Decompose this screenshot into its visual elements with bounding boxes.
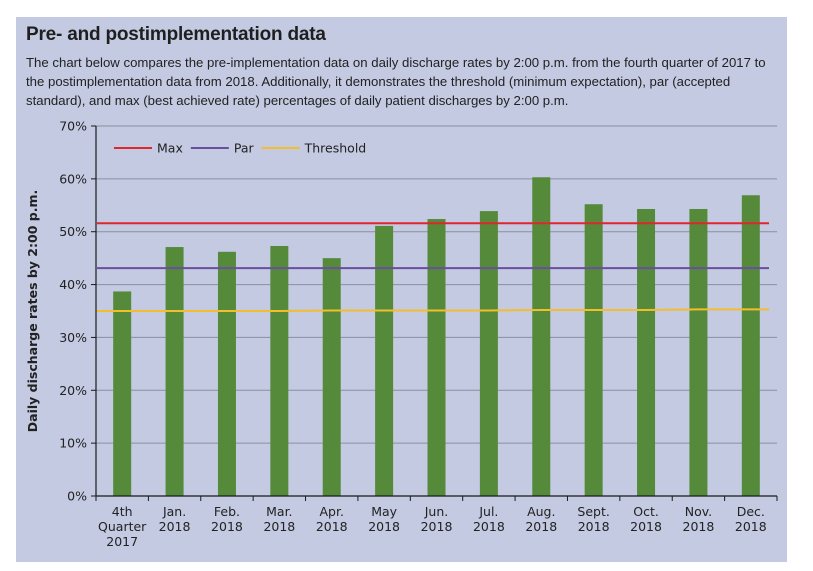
x-tick-label: Jan. [162, 504, 186, 519]
x-tick-label: 2018 [368, 519, 400, 534]
chart-description: The chart below compares the pre-impleme… [26, 55, 766, 108]
x-tick-label: 2018 [735, 519, 767, 534]
x-tick-label: 2018 [316, 519, 348, 534]
y-axis-label: Daily discharge rates by 2:00 p.m. [25, 190, 40, 432]
bar [479, 211, 498, 496]
x-tick-label: Jul. [478, 504, 498, 519]
x-tick-label: 2018 [525, 519, 557, 534]
x-tick-label: 2018 [421, 519, 453, 534]
bar [113, 291, 132, 496]
y-tick-label: 40% [59, 277, 87, 292]
bar [637, 208, 656, 496]
x-tick-label: 4th [112, 504, 133, 519]
y-tick-label: 70% [59, 119, 87, 134]
x-tick-label: Quarter [98, 519, 147, 534]
y-tick-label: 0% [67, 489, 87, 504]
bar [427, 219, 446, 496]
x-tick-label: 2017 [106, 534, 138, 549]
x-tick-label: Aug. [527, 504, 555, 519]
legend-label: Par [234, 141, 255, 156]
bar [270, 245, 289, 496]
bar [584, 204, 603, 496]
x-tick-label: 2018 [211, 519, 243, 534]
x-tick-label: Sept. [577, 504, 609, 519]
chart-title: Pre- and postimplementation data [26, 24, 326, 45]
bar [322, 258, 341, 496]
bar [165, 247, 184, 496]
x-tick-label: 2018 [263, 519, 295, 534]
legend-label: Threshold [304, 141, 367, 156]
bar [217, 251, 236, 496]
x-tick-label: Apr. [320, 504, 344, 519]
x-tick-label: 2018 [630, 519, 662, 534]
legend: Max Par Threshold [114, 141, 366, 156]
x-tick-label: 2018 [683, 519, 715, 534]
x-tick-label: Dec. [737, 504, 765, 519]
y-tick-label: 60% [59, 171, 87, 186]
x-tick-label: 2018 [473, 519, 505, 534]
x-tick-label: Jun. [424, 504, 449, 519]
x-tick-labels: 4thQuarter2017Jan.2018Feb.2018Mar.2018Ap… [98, 504, 767, 549]
legend-label: Max [157, 141, 183, 156]
x-tick-label: Oct. [633, 504, 659, 519]
chart-panel: Pre- and postimplementation data The cha… [16, 17, 787, 562]
bars [113, 177, 760, 496]
y-tick-label: 10% [59, 436, 87, 451]
bar [375, 225, 394, 496]
x-tick-label: 2018 [578, 519, 610, 534]
axes [91, 125, 778, 501]
y-tick-labels: 0% 10% 20% 30% 40% 50% 60% 70% [59, 119, 87, 504]
y-tick-label: 30% [59, 330, 87, 345]
bar [741, 195, 760, 496]
bar [689, 208, 708, 496]
x-tick-label: May [371, 504, 397, 519]
bar [532, 177, 551, 496]
threshold-line [97, 308, 769, 312]
y-tick-label: 50% [59, 224, 87, 239]
x-tick-label: Mar. [266, 504, 292, 519]
x-tick-label: 2018 [159, 519, 191, 534]
x-tick-label: Nov. [685, 504, 712, 519]
x-tick-label: Feb. [214, 504, 240, 519]
reference-lines [97, 222, 769, 312]
y-tick-label: 20% [59, 383, 87, 398]
